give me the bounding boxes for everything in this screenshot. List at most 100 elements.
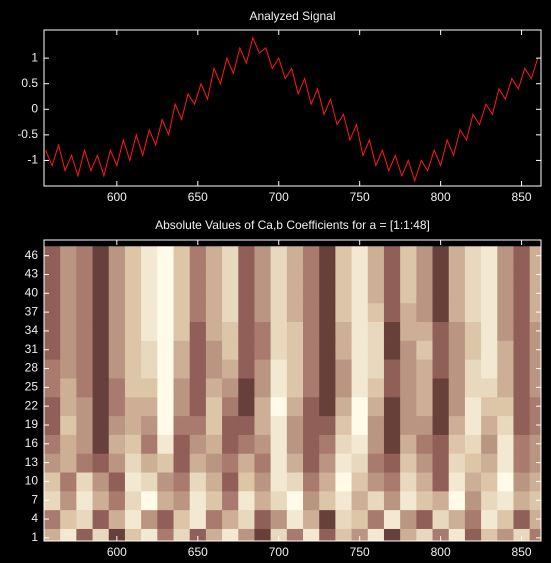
heatmap-cell — [335, 265, 353, 285]
heatmap-cell — [464, 528, 482, 541]
heatmap-cell — [335, 302, 353, 323]
heatmap-cell — [108, 472, 126, 492]
heatmap-cell — [448, 472, 466, 492]
heatmap-cell — [124, 377, 142, 398]
heatmap-cell — [222, 472, 239, 492]
heatmap-cell — [367, 340, 385, 360]
heatmap-cell — [497, 528, 514, 541]
heatmap-cell — [513, 340, 531, 360]
heatmap-cell — [481, 396, 498, 417]
heatmap-cell — [400, 509, 417, 529]
heatmap-cell — [44, 302, 61, 323]
heatmap-cell — [400, 453, 417, 473]
heatmap-cell — [319, 283, 336, 304]
heatmap-cell — [448, 377, 466, 398]
heatmap-cell — [335, 246, 353, 266]
heatmap-cell — [60, 434, 77, 454]
heatmap-cell — [76, 453, 94, 473]
heatmap-cell — [529, 453, 541, 473]
heatmap-cell — [222, 321, 239, 341]
heatmap-cell — [222, 453, 239, 473]
heatmap-cell — [173, 396, 191, 417]
heatmap-cell — [189, 321, 207, 341]
heatmap-cell — [497, 396, 514, 417]
heatmap-cell — [222, 359, 239, 379]
heatmap-cell — [141, 377, 158, 398]
heatmap-cell — [464, 434, 482, 454]
heatmap-cell — [481, 302, 498, 323]
heatmap-cell — [335, 340, 353, 360]
y-tick-label: 25 — [25, 380, 39, 394]
heatmap-cell — [238, 340, 255, 360]
heatmap-cell — [189, 246, 207, 266]
heatmap-cell — [76, 246, 94, 266]
heatmap-cell — [383, 453, 401, 473]
heatmap-cell — [367, 302, 385, 323]
heatmap-cell — [254, 302, 272, 323]
heatmap-cell — [173, 302, 191, 323]
heatmap-cell — [92, 453, 110, 473]
heatmap-cell — [432, 265, 450, 285]
heatmap-cell — [92, 246, 110, 266]
heatmap-cell — [513, 509, 531, 529]
heatmap-cell — [141, 528, 158, 541]
signal-axes: Analyzed Signal 600 650 700 750 800 850 -1 -0.5 0… — [17, 9, 542, 204]
heatmap-cell — [481, 453, 498, 473]
heatmap-cell — [529, 509, 541, 529]
heatmap-cell — [513, 490, 531, 511]
y-tick-label: 0.5 — [21, 76, 38, 90]
heatmap-cell — [205, 283, 223, 304]
heatmap-cell — [351, 528, 369, 541]
heatmap-cell — [464, 283, 482, 304]
heatmap-cell — [303, 359, 320, 379]
heatmap-cell — [76, 340, 94, 360]
heatmap-cell — [319, 377, 336, 398]
heatmap-cell — [448, 434, 466, 454]
heatmap-cell — [464, 472, 482, 492]
heatmap-cell — [319, 396, 336, 417]
heatmap-cell — [60, 359, 77, 379]
heatmap-cell — [497, 490, 514, 511]
y-tick-label: 40 — [25, 285, 39, 299]
heatmap-cell — [108, 377, 126, 398]
heatmap-cell — [238, 415, 255, 435]
heatmap-cell — [448, 490, 466, 511]
heatmap-cell — [286, 434, 304, 454]
heatmap-cell — [270, 359, 288, 379]
heatmap-cell — [513, 434, 531, 454]
heatmap-cell — [448, 453, 466, 473]
heatmap-cell — [513, 321, 531, 341]
heatmap-cell — [270, 453, 288, 473]
heatmap-cell — [92, 340, 110, 360]
heatmap-cell — [335, 434, 353, 454]
heatmap-cell — [270, 283, 288, 304]
heatmap-cell — [416, 321, 434, 341]
heatmap-cell — [286, 359, 304, 379]
heatmap-cell — [497, 246, 514, 266]
heatmap-cell — [400, 265, 417, 285]
heatmap-cell — [351, 246, 369, 266]
heatmap-cell — [497, 302, 514, 323]
heatmap-cell — [222, 265, 239, 285]
y-tick-label: 0 — [31, 101, 38, 115]
heatmap-cell — [303, 302, 320, 323]
heatmap-cell — [367, 472, 385, 492]
x-tick-label: 800 — [431, 190, 451, 204]
heatmap-cell — [448, 265, 466, 285]
heatmap-cell — [383, 377, 401, 398]
heatmap-cell — [400, 283, 417, 304]
heatmap-cell — [173, 472, 191, 492]
heatmap-cell — [141, 509, 158, 529]
heatmap-cell — [124, 509, 142, 529]
heatmap-cell — [222, 528, 239, 541]
y-tick-label: 10 — [25, 474, 39, 488]
heatmap-cell — [189, 283, 207, 304]
heatmap-cell — [367, 321, 385, 341]
heatmap-cell — [173, 283, 191, 304]
heatmap-cell — [44, 509, 61, 529]
heatmap-cell — [448, 359, 466, 379]
heatmap-cell — [205, 265, 223, 285]
heatmap-cell — [173, 246, 191, 266]
heatmap-cell — [497, 453, 514, 473]
